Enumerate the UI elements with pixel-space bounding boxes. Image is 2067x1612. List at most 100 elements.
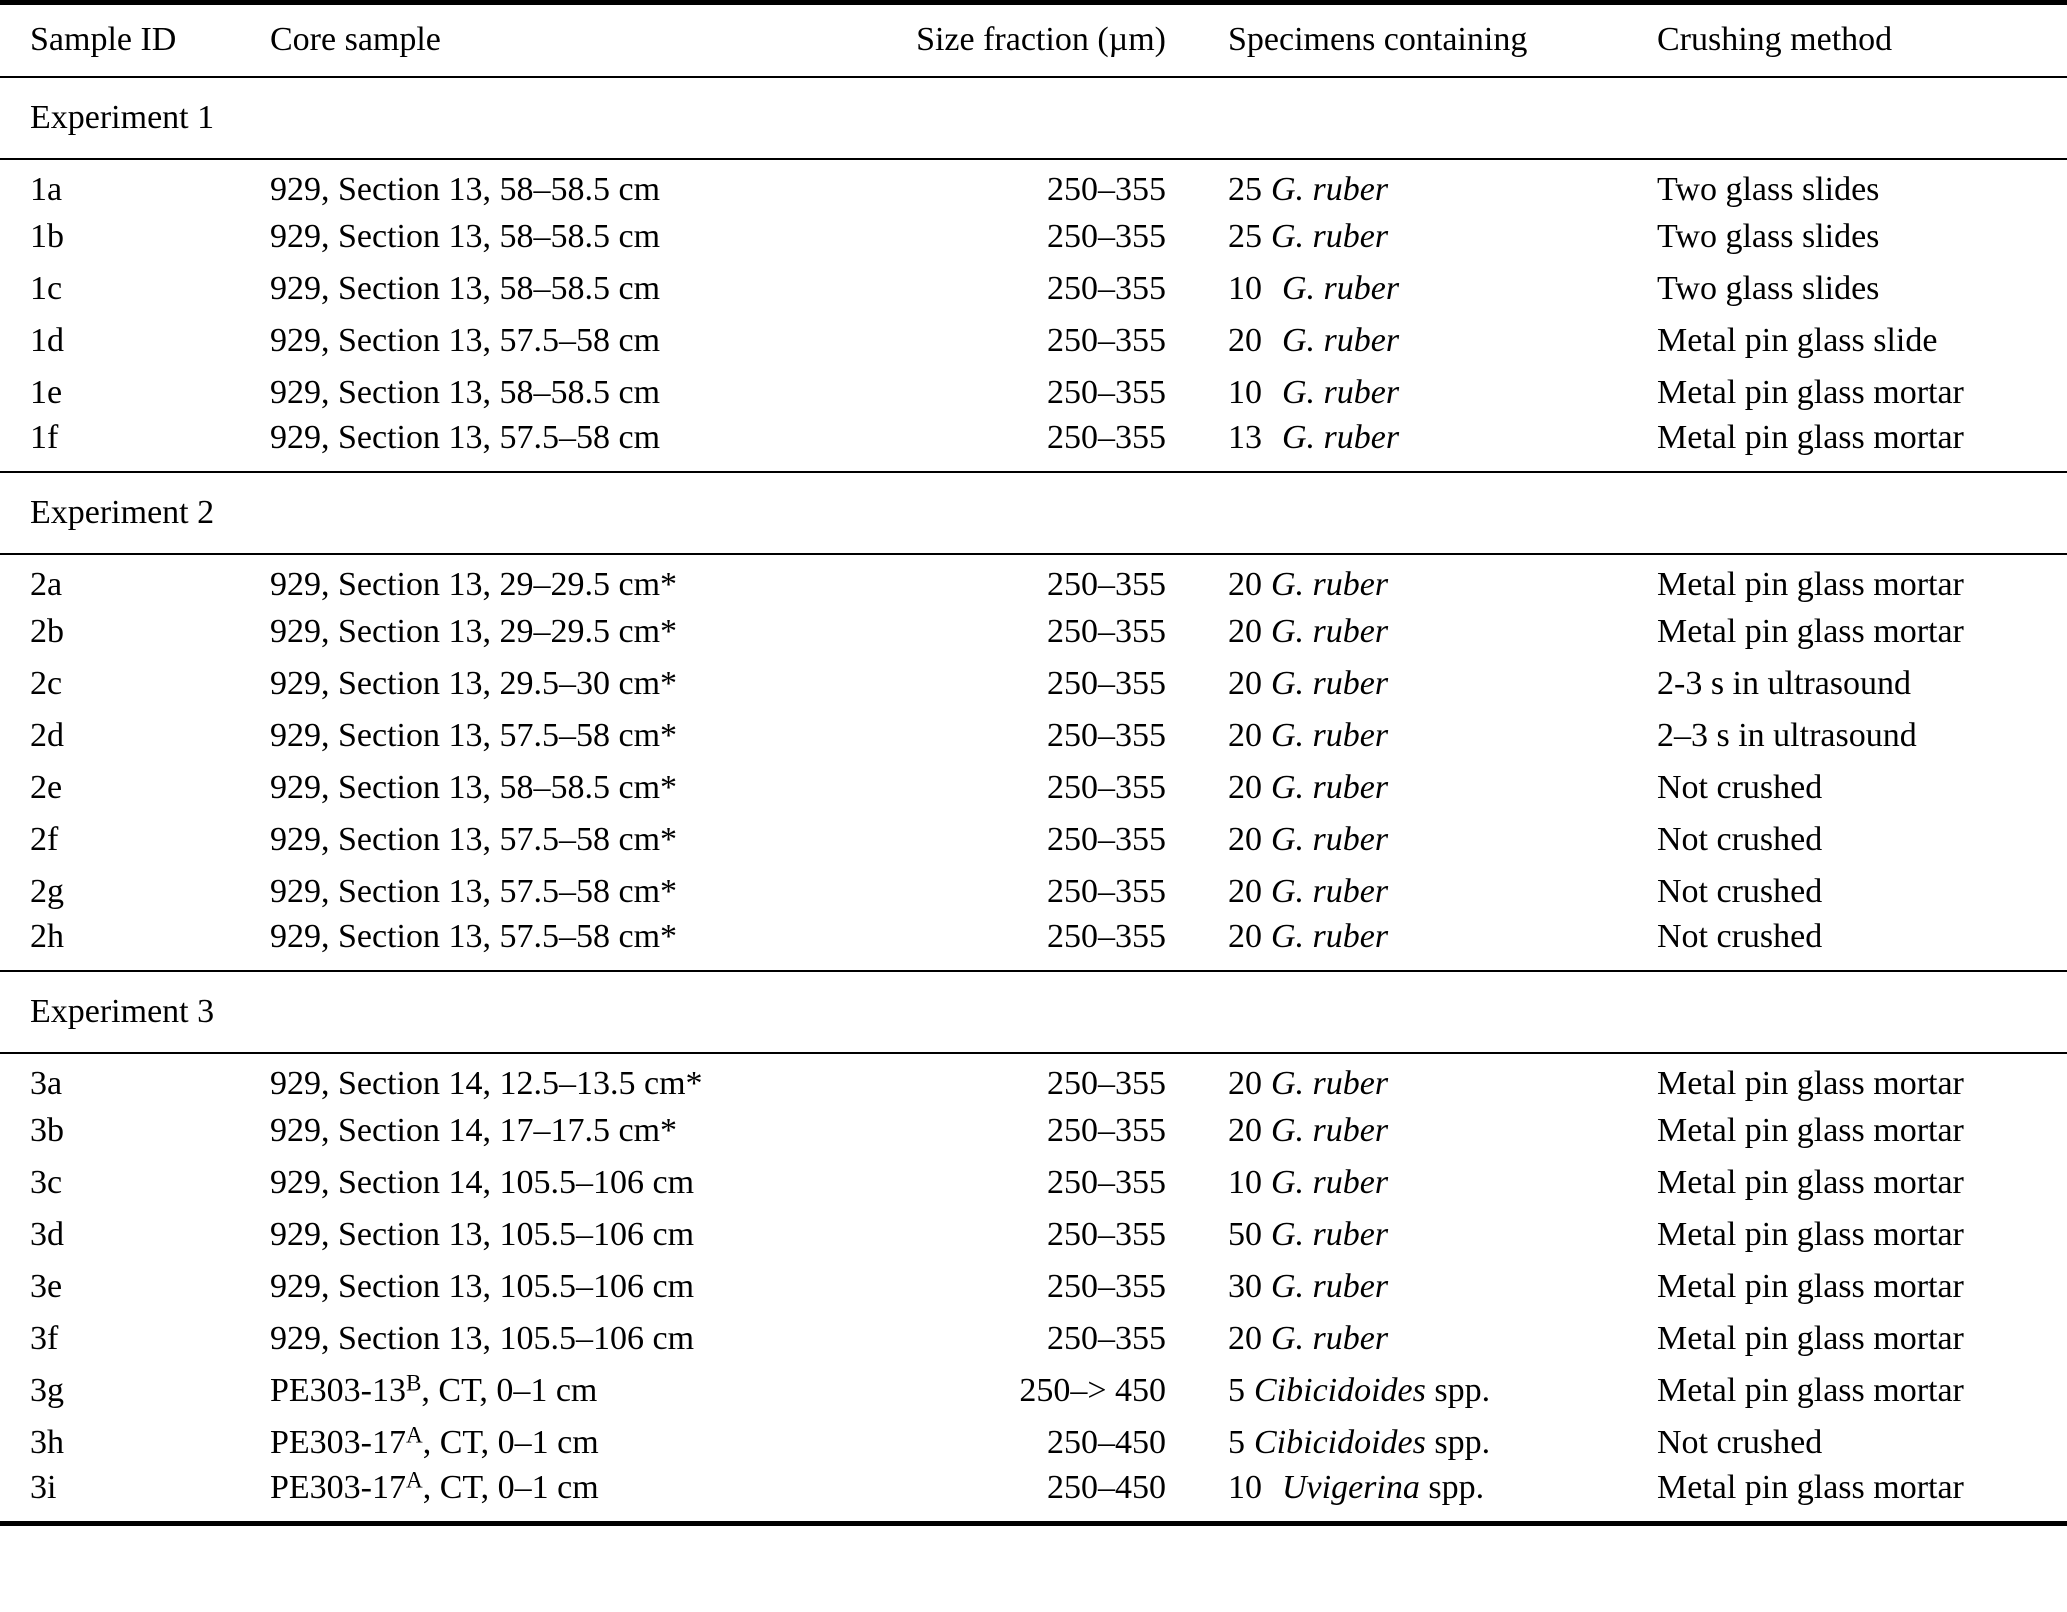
core-sample-text: 929, Section 13, 57.5–58 cm* [270,872,678,910]
cell-size-fraction: 250–355 [1047,171,1166,208]
cell-crushing-method: Metal pin glass mortar [1657,1111,1964,1149]
cell-crushing-method: Not crushed [1657,917,1823,955]
cell-size-fraction: 250–355 [1047,612,1166,650]
core-sample-text: 929, Section 13, 58–58.5 cm [270,171,661,208]
cell-size-fraction: 250–355 [1047,321,1166,359]
core-sample-text: 929, Section 13, 57.5–58 cm [270,321,661,359]
cell-size-fraction: 250–355 [1047,664,1166,702]
specimen-count: 25 [1228,171,1262,208]
section-title-row: Experiment 3 [0,970,2067,1053]
specimen-count: 20 [1228,321,1262,359]
table-row: 1e 929, Section 13, 58–58.5 cm 250–355 10 G.… [0,367,2067,419]
core-sample-text: 929, Section 13, 58–58.5 cm [270,269,661,307]
specimen-count: 20 [1228,1319,1262,1357]
specimen-count: 50 [1228,1215,1262,1253]
cell-crushing-method: Two glass slides [1657,171,1880,208]
cell-specimens: 20 G. ruber [1180,554,1657,606]
cell-sample-id: 3i [30,1468,57,1506]
cell-specimens: 25 G. ruber [1180,211,1657,263]
cell-size-fraction: 250–355 [1047,1111,1166,1149]
table-row: 1c 929, Section 13, 58–58.5 cm 250–355 10 G.… [0,263,2067,315]
core-sample-text: 929, Section 14, 17–17.5 cm* [270,1111,678,1149]
core-sample-text: 929, Section 14, 12.5–13.5 cm* [270,1065,703,1102]
cell-core-sample: 929, Section 13, 105.5–106 cm [270,1313,860,1365]
cell-core-sample: 929, Section 13, 105.5–106 cm [270,1261,860,1313]
species-name: G. ruber [1271,612,1389,650]
section-title-row: Experiment 1 [0,76,2067,159]
cell-core-sample: 929, Section 13, 57.5–58 cm* [270,814,860,866]
species-name: G. ruber [1271,566,1389,603]
cell-size-fraction: 250–355 [1047,716,1166,754]
table-row: 3c 929, Section 14, 105.5–106 cm 250–355 10… [0,1157,2067,1209]
cell-specimens: 20 G. ruber [1180,762,1657,814]
cell-crushing-method: Metal pin glass mortar [1657,1215,1964,1253]
col-header-sample-id: Sample ID [30,21,177,59]
cell-sample-id: 3b [30,1111,64,1149]
species-suffix: spp. [1419,1468,1485,1506]
core-sample-text: 929, Section 13, 105.5–106 cm [270,1215,695,1253]
cell-crushing-method: Metal pin glass mortar [1657,1468,1964,1506]
cell-crushing-method: 2-3 s in ultrasound [1657,664,1912,702]
specimen-count: 20 [1228,664,1262,702]
core-sample-text: 929, Section 13, 58–58.5 cm [270,373,661,411]
cell-size-fraction: 250–450 [1047,1423,1166,1461]
cell-crushing-method: Two glass slides [1657,269,1880,307]
cell-core-sample: 929, Section 13, 58–58.5 cm [270,159,860,211]
table-row: 2f 929, Section 13, 57.5–58 cm* 250–355 20 G… [0,814,2067,866]
cell-core-sample: 929, Section 13, 58–58.5 cm [270,367,860,419]
cell-core-sample: 929, Section 13, 58–58.5 cm [270,263,860,315]
core-sample-text-rest: , CT, 0–1 cm [422,1468,599,1506]
cell-sample-id: 3g [30,1371,64,1409]
cell-specimens: 5 Cibicidoides spp. [1180,1365,1657,1417]
core-sample-text: 929, Section 13, 57.5–58 cm* [270,917,678,955]
table-row: 3f 929, Section 13, 105.5–106 cm 250–355 20… [0,1313,2067,1365]
species-name: G. ruber [1271,1111,1389,1149]
species-name: Cibicidoides [1254,1371,1426,1409]
species-name: Cibicidoides [1254,1423,1426,1461]
core-sample-text: 929, Section 13, 57.5–58 cm [270,418,661,456]
samples-table: Sample ID Core sample Size fraction (µm)… [0,0,2067,1526]
cell-sample-id: 3a [30,1065,63,1102]
cell-core-sample: 929, Section 13, 57.5–58 cm [270,315,860,367]
core-sample-superscript: B [406,1370,422,1397]
cell-size-fraction: 250–355 [1047,217,1166,255]
cell-size-fraction: 250–355 [1047,917,1166,955]
specimen-count: 25 [1228,217,1262,255]
cell-specimens: 20 G. ruber [1180,315,1657,367]
species-suffix: spp. [1425,1423,1491,1461]
species-name: G. ruber [1282,418,1400,456]
cell-core-sample: 929, Section 13, 29–29.5 cm* [270,554,860,606]
section-title: Experiment 1 [30,98,215,136]
species-name: G. ruber [1271,1267,1389,1305]
section-title: Experiment 3 [30,992,215,1030]
cell-sample-id: 3d [30,1215,64,1253]
cell-crushing-method: Metal pin glass mortar [1657,1371,1964,1409]
cell-crushing-method: Metal pin glass slide [1657,321,1938,359]
table-row: 2c 929, Section 13, 29.5–30 cm* 250–355 20 G… [0,658,2067,710]
cell-size-fraction: 250–355 [1047,768,1166,806]
core-sample-text: 929, Section 13, 58–58.5 cm* [270,768,678,806]
table-row: 3h PE303-17A, CT, 0–1 cm 250–450 5 Cibicidoi… [0,1417,2067,1469]
cell-specimens: 30 G. ruber [1180,1261,1657,1313]
specimen-count: 10 [1228,1468,1262,1506]
cell-core-sample: PE303-17A, CT, 0–1 cm [270,1469,860,1524]
core-sample-text: 929, Section 14, 105.5–106 cm [270,1163,695,1201]
cell-sample-id: 2e [30,768,63,806]
cell-crushing-method: Not crushed [1657,1423,1823,1461]
cell-specimens: 20 G. ruber [1180,606,1657,658]
species-name: Uvigerina [1282,1468,1420,1506]
cell-specimens: 20 G. ruber [1180,866,1657,918]
table-row: 2g 929, Section 13, 57.5–58 cm* 250–355 20 G… [0,866,2067,918]
species-name: G. ruber [1282,321,1400,359]
col-header-specimens: Specimens containing [1228,21,1528,59]
cell-sample-id: 2b [30,612,64,650]
cell-size-fraction: 250–450 [1047,1468,1166,1506]
cell-size-fraction: 250–355 [1047,1065,1166,1102]
table-row: 2d 929, Section 13, 57.5–58 cm* 250–355 20 G… [0,710,2067,762]
section-title-row: Experiment 2 [0,471,2067,554]
col-header-size-fraction: Size fraction (µm) [916,21,1166,59]
cell-crushing-method: Metal pin glass mortar [1657,373,1964,411]
core-sample-text: 929, Section 13, 105.5–106 cm [270,1319,695,1357]
table-row: 3i PE303-17A, CT, 0–1 cm 250–450 10 Uvigerin… [0,1469,2067,1524]
cell-crushing-method: Two glass slides [1657,217,1880,255]
